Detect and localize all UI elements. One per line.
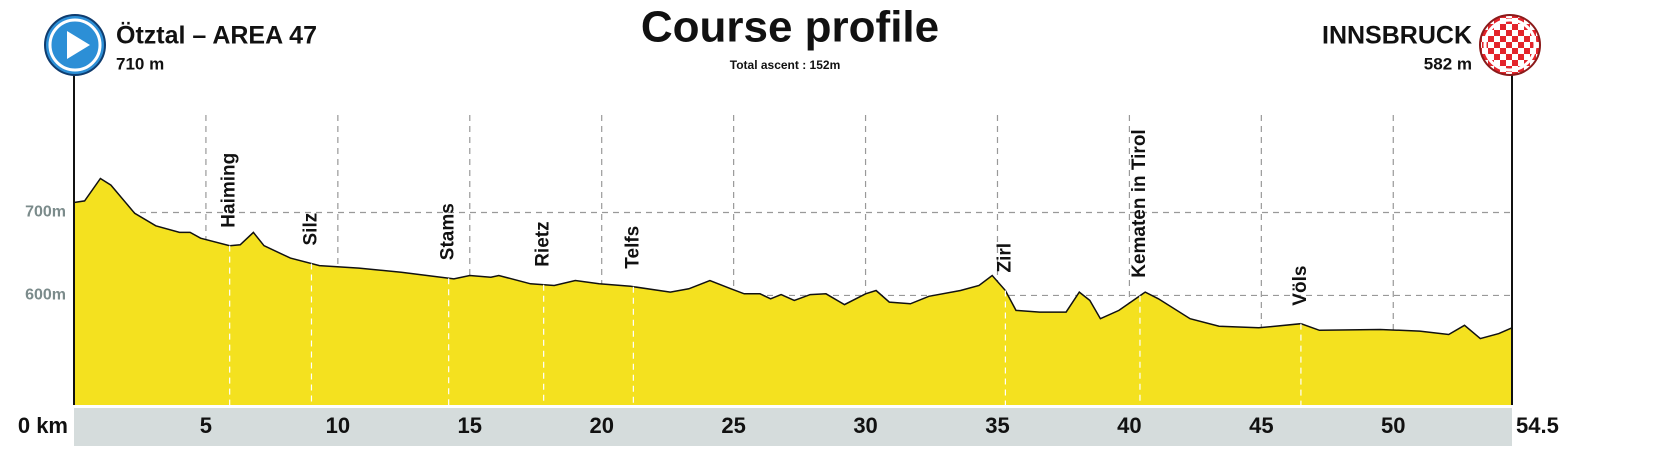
x-tick-label: 25 xyxy=(721,413,745,438)
x-tick-label: 5 xyxy=(200,413,212,438)
y-tick-label: 600m xyxy=(25,287,66,304)
chart-title: Course profile xyxy=(641,3,939,52)
x-tick-label: 35 xyxy=(985,413,1009,438)
elevation-area xyxy=(74,178,1512,405)
town-label: Zirl xyxy=(994,243,1015,273)
town-label: Haiming xyxy=(219,153,240,228)
y-tick-label: 700m xyxy=(25,204,66,221)
finish-elevation: 582 m xyxy=(1424,54,1472,73)
x-tick-label: 54.5 xyxy=(1516,413,1559,438)
chart-subtitle: Total ascent : 152m xyxy=(730,58,840,72)
elevation-line xyxy=(73,177,1513,340)
finish-icon-ring xyxy=(1483,18,1537,72)
x-tick-label: 40 xyxy=(1117,413,1141,438)
town-label: Silz xyxy=(301,213,322,246)
x-tick-label: 50 xyxy=(1381,413,1405,438)
foreground-layer: Haiming Silz Stams Rietz Telfs Zirl Kematen in… xyxy=(73,75,1513,405)
x-tick-label: 0 km xyxy=(18,413,68,438)
town-label: Völs xyxy=(1290,266,1311,306)
finish-icon xyxy=(1479,14,1541,76)
x-tick-label: 15 xyxy=(458,413,482,438)
start-icon-ring xyxy=(48,18,102,72)
town-label: Kematen in Tirol xyxy=(1129,129,1150,278)
start-icon-arrow xyxy=(67,31,90,59)
town-label: Telfs xyxy=(622,226,643,269)
town-label: Stams xyxy=(438,203,459,260)
x-tick-label: 45 xyxy=(1249,413,1273,438)
finish-name: INNSBRUCK xyxy=(1322,22,1472,50)
profile-layer xyxy=(74,178,1512,405)
town-label: Rietz xyxy=(533,221,554,266)
x-tick-label: 20 xyxy=(589,413,613,438)
axis-band xyxy=(74,408,1512,446)
start-name: Ötztal – AREA 47 xyxy=(116,21,317,50)
x-tick-label: 10 xyxy=(326,413,350,438)
start-elevation: 710 m xyxy=(116,54,164,73)
x-tick-label: 30 xyxy=(853,413,877,438)
